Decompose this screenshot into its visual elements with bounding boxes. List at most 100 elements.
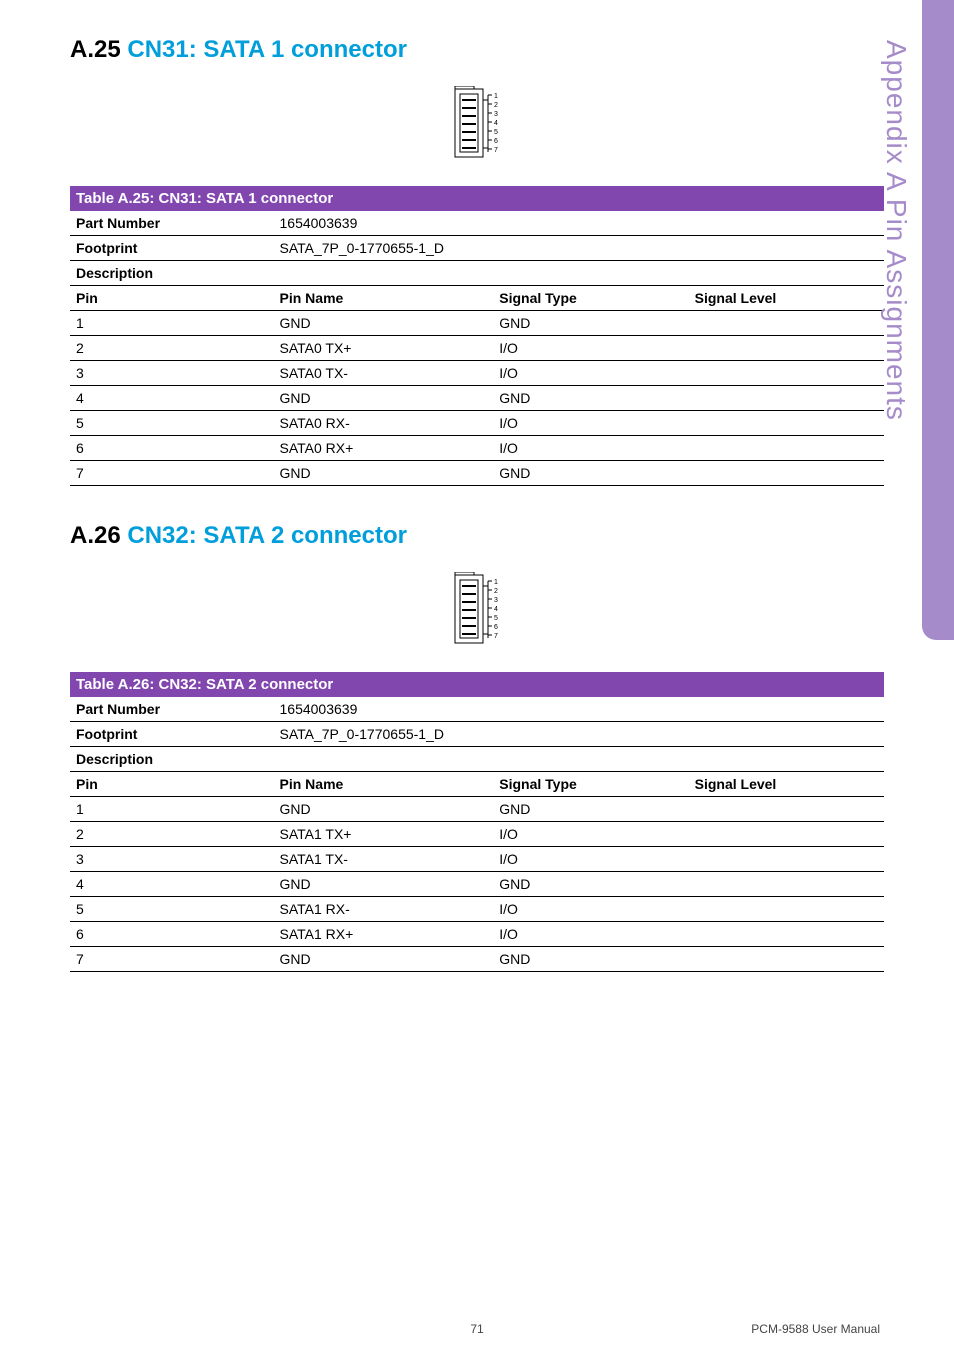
cell-pin: 6 [70, 922, 274, 947]
cell-type: I/O [493, 336, 688, 361]
table-row: 7GNDGND [70, 461, 884, 486]
section-prefix: A.25 [70, 36, 121, 63]
cell-type: I/O [493, 822, 688, 847]
cell-pin: 5 [70, 411, 274, 436]
side-tab-text: Appendix A Pin Assignments [880, 40, 912, 421]
cell-pin: 7 [70, 947, 274, 972]
table-row: 5SATA1 RX-I/O [70, 897, 884, 922]
svg-text:5: 5 [494, 129, 498, 136]
sata-connector-diagram: 1 2 3 4 5 6 7 [454, 86, 500, 160]
cell-level [689, 311, 884, 336]
table-body-a26: 1GNDGND2SATA1 TX+I/O3SATA1 TX-I/O4GNDGND… [70, 797, 884, 972]
svg-text:4: 4 [494, 606, 498, 613]
cell-type: GND [493, 947, 688, 972]
col-pin: Pin [70, 286, 274, 311]
cell-level [689, 822, 884, 847]
cell-name: SATA1 TX- [274, 847, 494, 872]
col-sigtype: Signal Type [493, 286, 688, 311]
svg-text:5: 5 [494, 615, 498, 622]
table-row: 6SATA1 RX+I/O [70, 922, 884, 947]
manual-name: PCM-9588 User Manual [751, 1322, 880, 1336]
sata-connector-diagram: 1 2 3 4 5 6 7 [454, 572, 500, 646]
table-row: 6SATA0 RX+I/O [70, 436, 884, 461]
footprint-label: Footprint [70, 722, 274, 747]
cell-type: GND [493, 461, 688, 486]
table-row: 4GNDGND [70, 386, 884, 411]
cell-pin: 4 [70, 872, 274, 897]
cell-name: SATA1 TX+ [274, 822, 494, 847]
col-sigtype: Signal Type [493, 772, 688, 797]
cell-pin: 1 [70, 797, 274, 822]
cell-level [689, 461, 884, 486]
table-row: 3SATA1 TX-I/O [70, 847, 884, 872]
cell-pin: 1 [70, 311, 274, 336]
cell-pin: 4 [70, 386, 274, 411]
section-prefix: A.26 [70, 522, 121, 549]
cell-name: GND [274, 461, 494, 486]
col-pin: Pin [70, 772, 274, 797]
table-row: 2SATA1 TX+I/O [70, 822, 884, 847]
cell-type: I/O [493, 922, 688, 947]
cell-pin: 7 [70, 461, 274, 486]
svg-text:1: 1 [494, 93, 498, 100]
table-body-a25: 1GNDGND2SATA0 TX+I/O3SATA0 TX-I/O4GNDGND… [70, 311, 884, 486]
cell-type: GND [493, 311, 688, 336]
cell-type: I/O [493, 411, 688, 436]
table-row: 1GNDGND [70, 311, 884, 336]
section-title-a26: A.26 CN32: SATA 2 connector [70, 522, 884, 550]
svg-text:3: 3 [494, 111, 498, 118]
svg-text:3: 3 [494, 597, 498, 604]
section-title-a25: A.25 CN31: SATA 1 connector [70, 36, 884, 64]
cell-level [689, 872, 884, 897]
section-heading: CN31: SATA 1 connector [127, 36, 407, 63]
cell-level [689, 336, 884, 361]
table-row: 7GNDGND [70, 947, 884, 972]
cell-name: SATA1 RX+ [274, 922, 494, 947]
cell-pin: 2 [70, 336, 274, 361]
description-label: Description [70, 261, 274, 286]
col-siglevel: Signal Level [689, 772, 884, 797]
cell-type: I/O [493, 436, 688, 461]
cell-level [689, 897, 884, 922]
cell-level [689, 386, 884, 411]
table-row: 4GNDGND [70, 872, 884, 897]
cell-level [689, 947, 884, 972]
cell-name: GND [274, 311, 494, 336]
cell-level [689, 361, 884, 386]
cell-level [689, 411, 884, 436]
part-number-label: Part Number [70, 211, 274, 236]
table-row: 1GNDGND [70, 797, 884, 822]
table-row: 2SATA0 TX+I/O [70, 336, 884, 361]
cell-name: SATA1 RX- [274, 897, 494, 922]
cell-pin: 3 [70, 361, 274, 386]
cell-name: SATA0 TX- [274, 361, 494, 386]
table-a25: Table A.25: CN31: SATA 1 connector Part … [70, 186, 884, 486]
cell-pin: 2 [70, 822, 274, 847]
cell-level [689, 922, 884, 947]
table-a26: Table A.26: CN32: SATA 2 connector Part … [70, 672, 884, 972]
cell-name: GND [274, 386, 494, 411]
description-value [274, 747, 885, 772]
col-pinname: Pin Name [274, 286, 494, 311]
table-row: 5SATA0 RX-I/O [70, 411, 884, 436]
svg-text:7: 7 [494, 633, 498, 640]
table-row: 3SATA0 TX-I/O [70, 361, 884, 386]
svg-text:2: 2 [494, 102, 498, 109]
cell-type: GND [493, 797, 688, 822]
cell-type: I/O [493, 361, 688, 386]
cell-name: SATA0 RX+ [274, 436, 494, 461]
cell-type: GND [493, 872, 688, 897]
cell-name: GND [274, 872, 494, 897]
cell-pin: 3 [70, 847, 274, 872]
cell-type: I/O [493, 847, 688, 872]
side-tab [922, 0, 954, 640]
cell-level [689, 436, 884, 461]
col-pinname: Pin Name [274, 772, 494, 797]
part-number-value: 1654003639 [274, 211, 885, 236]
cell-level [689, 847, 884, 872]
cell-level [689, 797, 884, 822]
cell-pin: 5 [70, 897, 274, 922]
cell-type: GND [493, 386, 688, 411]
svg-text:1: 1 [494, 579, 498, 586]
footprint-label: Footprint [70, 236, 274, 261]
